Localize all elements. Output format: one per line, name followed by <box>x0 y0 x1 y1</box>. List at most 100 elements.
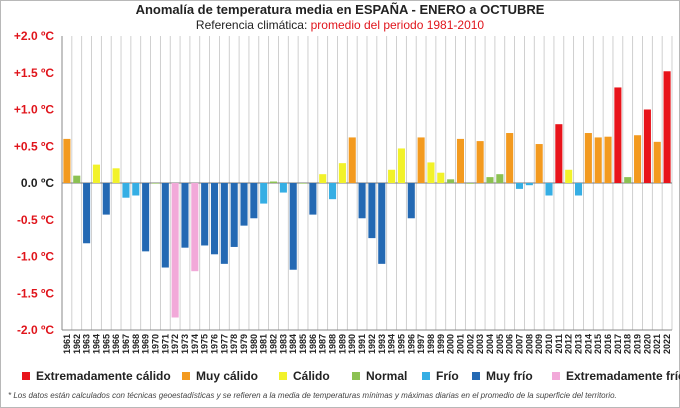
x-tick-label: 1961 <box>62 334 72 354</box>
x-tick-label: 1985 <box>298 334 308 354</box>
x-tick-label: 2015 <box>593 334 603 354</box>
chart-title: Anomalía de temperatura media en ESPAÑA … <box>135 2 545 17</box>
bar <box>584 133 592 183</box>
bar <box>604 136 612 183</box>
bar <box>151 183 160 184</box>
bar <box>447 179 455 183</box>
x-tick-label: 1996 <box>406 334 416 354</box>
bar <box>309 183 317 215</box>
x-tick-label: 1999 <box>436 334 446 354</box>
bar <box>191 183 199 272</box>
legend-label: Muy cálido <box>196 369 259 383</box>
legend-swatch <box>279 372 287 380</box>
legend-swatch <box>22 372 30 380</box>
legend-swatch <box>182 372 190 380</box>
x-tick-label: 1968 <box>131 334 141 354</box>
y-tick-label: +2.0 ºC <box>14 29 54 43</box>
x-tick-label: 1969 <box>141 334 151 354</box>
legend-label: Extremadamente frío <box>566 369 680 383</box>
bar <box>624 177 632 183</box>
legend-swatch <box>422 372 430 380</box>
bar <box>73 175 81 183</box>
x-tick-label: 1967 <box>121 334 131 354</box>
x-tick-label: 1995 <box>396 334 406 354</box>
subtitle-reference: promedio del periodo 1981-2010 <box>310 18 485 32</box>
bar <box>279 183 287 193</box>
bar <box>388 169 396 183</box>
bar <box>201 183 209 246</box>
bar <box>181 183 189 248</box>
y-tick-label: +1.5 ºC <box>14 66 54 80</box>
bar <box>486 177 494 183</box>
x-tick-label: 1963 <box>82 334 92 354</box>
x-tick-label: 1994 <box>387 334 397 354</box>
bar <box>348 137 356 183</box>
legend-label: Frío <box>436 369 459 383</box>
x-tick-label: 2016 <box>603 334 613 354</box>
bar <box>92 164 100 183</box>
x-tick-label: 1978 <box>229 334 239 354</box>
x-tick-label: 1982 <box>269 334 279 354</box>
x-tick-label: 2003 <box>475 334 485 354</box>
y-tick-label: +0.5 ºC <box>14 139 54 153</box>
x-tick-label: 2000 <box>446 334 456 354</box>
x-tick-label: 2010 <box>544 334 554 354</box>
x-tick-label: 2005 <box>495 334 505 354</box>
legend-swatch <box>352 372 360 380</box>
x-tick-label: 1976 <box>210 334 220 354</box>
legend-item: Extremadamente cálido <box>22 369 171 383</box>
x-tick-label: 1972 <box>170 334 180 354</box>
y-tick-label: -1.0 ºC <box>17 250 54 264</box>
bar <box>220 183 228 264</box>
bar <box>515 183 524 189</box>
bar <box>634 135 642 183</box>
x-tick-label: 1964 <box>91 334 101 354</box>
x-tick-label: 1983 <box>278 334 288 354</box>
x-tick-label: 1992 <box>367 334 377 354</box>
x-tick-label: 1990 <box>347 334 357 354</box>
bar <box>437 172 445 183</box>
bar <box>260 183 268 204</box>
x-tick-label: 2009 <box>534 334 544 354</box>
bar <box>427 162 435 183</box>
legend-item: Frío <box>422 369 459 383</box>
bar <box>456 138 465 183</box>
x-tick-label: 2020 <box>642 334 652 354</box>
bar <box>525 183 533 186</box>
bar <box>417 137 425 183</box>
bar <box>535 144 543 183</box>
x-tick-label: 2021 <box>652 334 662 354</box>
bar <box>368 183 376 239</box>
bar <box>663 71 671 183</box>
bar <box>269 181 278 183</box>
footnote: * Los datos están calculados con técnica… <box>8 391 617 400</box>
x-tick-label: 1973 <box>180 334 190 354</box>
bar <box>102 183 110 215</box>
x-tick-label: 1988 <box>328 334 338 354</box>
x-tick-label: 1998 <box>426 334 436 354</box>
legend-item: Cálido <box>279 369 330 383</box>
x-tick-label: 2019 <box>633 334 643 354</box>
bar <box>594 137 602 183</box>
bar <box>161 183 169 268</box>
x-tick-label: 1977 <box>219 334 229 354</box>
legend-item: Muy cálido <box>182 369 258 383</box>
bar <box>378 183 386 264</box>
bar <box>250 183 258 219</box>
x-tick-label: 1980 <box>249 334 259 354</box>
bar <box>289 183 297 270</box>
x-tick-label: 2013 <box>574 334 584 354</box>
subtitle-prefix: Referencia climática: <box>195 18 311 32</box>
x-tick-label: 1991 <box>357 334 367 354</box>
x-tick-label: 2006 <box>505 334 515 354</box>
x-tick-label: 1984 <box>288 334 298 354</box>
bar <box>210 183 219 255</box>
bar <box>643 109 651 183</box>
bar <box>132 183 140 196</box>
legend-label: Extremadamente cálido <box>36 369 171 383</box>
legend: Extremadamente cálido Muy cálido Cálido Nor… <box>22 369 680 385</box>
x-tick-label: 2008 <box>524 334 534 354</box>
x-tick-label: 2018 <box>623 334 633 354</box>
x-tick-label: 2014 <box>583 334 593 354</box>
bar <box>496 174 504 183</box>
